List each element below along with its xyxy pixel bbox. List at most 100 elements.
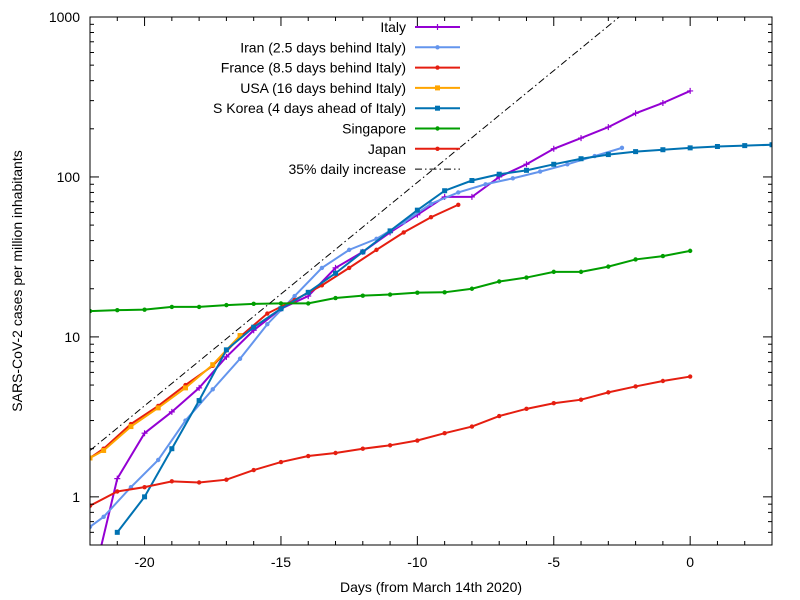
data-point — [196, 384, 203, 391]
x-axis-title: Days (from March 14th 2020) — [340, 579, 522, 595]
data-point — [687, 374, 693, 379]
data-point — [333, 295, 338, 301]
y-tick-label: 100 — [57, 169, 81, 185]
data-point — [619, 145, 625, 151]
data-point — [578, 269, 584, 275]
data-point — [510, 176, 516, 181]
y-tick-label: 1 — [72, 489, 80, 505]
series-5 — [90, 248, 693, 314]
data-point — [524, 406, 529, 412]
data-point — [87, 590, 93, 596]
legend-marker — [435, 126, 440, 131]
data-point — [169, 479, 175, 484]
data-point — [237, 356, 243, 361]
data-point — [742, 143, 748, 149]
data-point — [142, 307, 147, 312]
data-point — [414, 207, 420, 213]
data-point — [210, 362, 216, 368]
data-point — [196, 398, 202, 404]
data-point — [606, 264, 611, 269]
legend-marker — [435, 65, 440, 70]
data-point — [156, 457, 161, 463]
data-point — [415, 438, 420, 443]
data-point — [306, 453, 311, 459]
ticks-layer: -20 -15 -10 -5 0 1 10 100 1000 — [49, 9, 773, 570]
series-2 — [90, 202, 461, 461]
legend-label: France (8.5 days behind Italy) — [221, 60, 406, 76]
data-point — [114, 529, 120, 535]
x-tick-label: 0 — [686, 554, 694, 570]
data-point — [114, 475, 121, 482]
legend-label: Italy — [380, 19, 406, 35]
data-point — [196, 304, 202, 310]
data-point — [606, 390, 611, 395]
legend-label: Japan — [368, 141, 406, 157]
legend: Italy Iran (2.5 days behind Italy) France … — [213, 19, 460, 177]
data-point — [496, 171, 502, 177]
data-point — [332, 264, 339, 271]
data-point — [101, 514, 106, 520]
data-point — [660, 147, 666, 153]
data-point — [237, 333, 243, 339]
series-7 — [90, 17, 620, 451]
series-3 — [90, 333, 243, 461]
data-point — [523, 161, 530, 168]
data-point — [442, 290, 447, 295]
data-point — [182, 385, 188, 391]
plot-frame — [89, 16, 773, 546]
series-line — [90, 17, 620, 451]
data-point — [456, 190, 461, 195]
data-point — [415, 290, 420, 295]
y-axis-title: SARS-CoV-2 cases per million inhabitants — [9, 150, 25, 411]
legend-marker — [435, 105, 440, 111]
data-point — [387, 292, 393, 297]
data-point — [155, 405, 161, 411]
series-4 — [114, 142, 772, 535]
data-point — [305, 289, 311, 295]
y-tick-label: 1000 — [49, 9, 80, 25]
data-point — [469, 424, 475, 429]
data-point — [401, 230, 406, 235]
data-point — [442, 188, 448, 194]
data-point — [497, 279, 502, 284]
data-point — [714, 144, 720, 150]
data-point — [633, 149, 639, 155]
data-point — [360, 293, 365, 298]
data-point — [769, 142, 772, 148]
legend-label: S Korea (4 days ahead of Italy) — [213, 100, 406, 116]
data-point — [565, 162, 570, 167]
data-point — [319, 265, 325, 271]
data-point — [497, 413, 502, 419]
data-point — [115, 307, 120, 313]
data-point — [142, 494, 148, 500]
legend-marker — [435, 146, 440, 151]
legend-label: Iran (2.5 days behind Italy) — [240, 39, 406, 55]
legend-marker — [434, 24, 441, 30]
series-line — [90, 375, 691, 507]
data-point — [90, 308, 93, 314]
data-point — [428, 201, 434, 206]
data-point — [141, 430, 148, 437]
data-point — [101, 447, 107, 453]
series-6 — [90, 374, 693, 508]
data-point — [374, 247, 379, 253]
data-point — [346, 247, 352, 253]
data-point — [224, 302, 229, 308]
data-point — [442, 430, 447, 436]
x-tick-label: -10 — [407, 554, 427, 570]
data-point — [605, 152, 611, 158]
legend-label: 35% daily increase — [288, 161, 406, 177]
data-point — [168, 408, 175, 415]
data-point — [387, 443, 393, 448]
data-point — [537, 169, 543, 174]
data-point — [360, 446, 365, 451]
data-point — [115, 489, 120, 494]
data-point — [265, 311, 270, 316]
data-point — [360, 249, 366, 255]
data-point — [687, 248, 693, 254]
series-line — [90, 203, 459, 459]
data-point — [551, 269, 556, 275]
data-point — [346, 265, 352, 271]
data-point — [251, 301, 256, 307]
